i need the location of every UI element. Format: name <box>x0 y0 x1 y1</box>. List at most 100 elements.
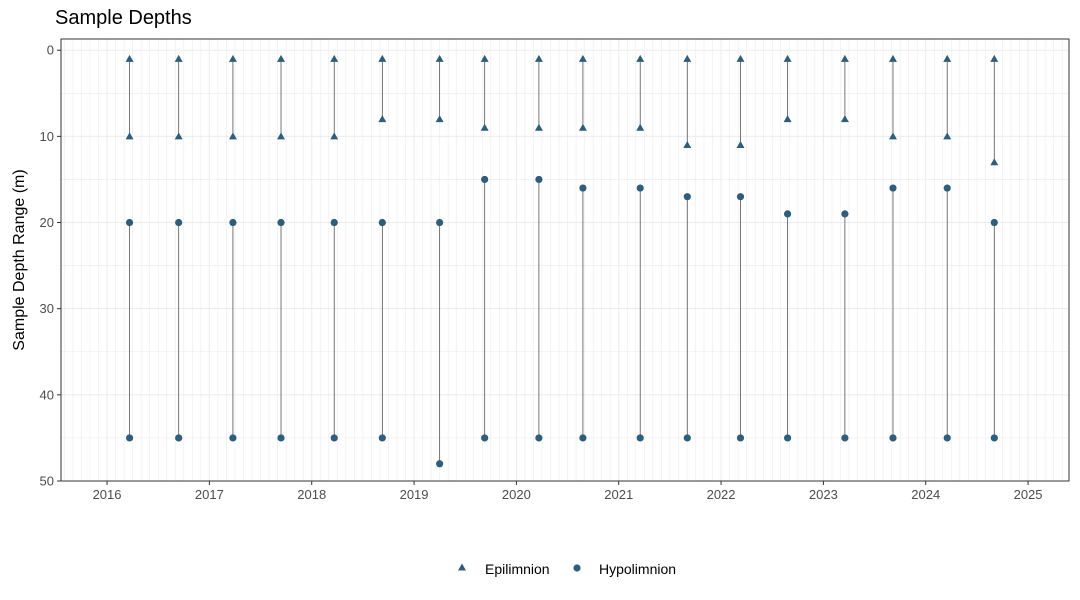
hypolimnion-point <box>535 175 543 184</box>
hypolimnion-point <box>783 210 792 218</box>
x-tick-label: 2021 <box>604 487 633 502</box>
hypolimnion-point <box>175 434 183 442</box>
hypolimnion-point <box>175 218 183 227</box>
epilimnion-point <box>125 54 134 62</box>
hypolimnion-point <box>579 434 587 442</box>
epilimnion-point <box>378 54 387 62</box>
epilimnion-point <box>888 54 897 62</box>
legend-epilimnion-label: Epilimnion <box>485 561 550 577</box>
epilimnion-point <box>534 54 543 62</box>
epilimnion-point <box>636 123 645 131</box>
hypolimnion-point <box>990 218 998 227</box>
y-tick-label: 50 <box>40 474 54 489</box>
hypolimnion-point <box>481 175 489 184</box>
x-tick-label: 2020 <box>502 487 531 502</box>
epilimnion-point <box>783 54 792 62</box>
hypolimnion-point <box>229 218 237 227</box>
epilimnion-point <box>578 123 587 131</box>
hypolimnion-point <box>330 218 338 227</box>
epilimnion-point <box>228 132 237 140</box>
x-tick-label: 2016 <box>93 487 122 502</box>
y-tick-label: 30 <box>40 301 54 316</box>
hypolimnion-point <box>436 218 444 227</box>
epilimnion-point <box>435 54 444 62</box>
epilimnion-point <box>174 132 183 140</box>
hypolimnion-point <box>481 434 489 442</box>
epilimnion-point <box>480 54 489 62</box>
hypolimnion-point <box>736 434 745 442</box>
epilimnion-point <box>888 132 897 140</box>
hypolimnion-point <box>277 434 285 442</box>
epilimnion-point <box>534 123 543 131</box>
x-tick-label: 2025 <box>1014 487 1043 502</box>
epilimnion-point <box>636 54 645 62</box>
hypolimnion-point <box>736 193 745 201</box>
epilimnion-point <box>683 54 692 62</box>
hypolimnion-point <box>889 184 897 192</box>
hypolimnion-point <box>125 218 134 227</box>
hypolimnion-point <box>378 434 386 442</box>
hypolimnion-point <box>330 434 338 442</box>
x-tick-label: 2019 <box>400 487 429 502</box>
grid-layer <box>61 39 1069 482</box>
epilimnion-point <box>736 54 745 62</box>
epilimnion-point <box>330 54 339 62</box>
epilimnion-point <box>943 54 952 62</box>
epilimnion-point <box>990 54 999 62</box>
legend-hypolimnion-label: Hypolimnion <box>599 561 676 577</box>
epilimnion-point <box>990 158 999 166</box>
y-tick-label: 40 <box>40 387 54 402</box>
epilimnion-point <box>578 54 587 62</box>
epilimnion-point <box>228 54 237 62</box>
epilimnion-point <box>277 132 286 140</box>
hypolimnion-point <box>889 434 897 442</box>
hypolimnion-point <box>229 434 237 442</box>
hypolimnion-point <box>943 434 951 442</box>
epilimnion-point <box>330 132 339 140</box>
hypolimnion-point <box>683 193 691 201</box>
hypolimnion-point <box>841 434 849 442</box>
legend-epilimnion-symbol <box>458 563 466 571</box>
x-tick-label: 2017 <box>195 487 224 502</box>
legend-hypolimnion-symbol <box>573 564 581 572</box>
x-tick-label: 2018 <box>297 487 326 502</box>
x-tick-label: 2024 <box>911 487 940 502</box>
panel-border <box>60 38 1070 482</box>
hypolimnion-point <box>783 434 792 442</box>
hypolimnion-point <box>378 218 386 227</box>
legend: Epilimnion Hypolimnion <box>458 561 676 577</box>
hypolimnion-point <box>841 210 849 218</box>
epilimnion-point <box>943 132 952 140</box>
axis-layer: 0 10 20 30 40 50 2016 2017 2018 2019 2020 2021 2022 2… <box>40 43 1043 502</box>
epilimnion-point <box>125 132 134 140</box>
epilimnion-point <box>736 140 745 148</box>
hypolimnion-point <box>990 434 998 442</box>
epilimnion-point <box>378 115 387 123</box>
hypolimnion-point <box>579 184 587 192</box>
x-tick-label: 2023 <box>809 487 838 502</box>
range-lines-layer <box>129 58 995 464</box>
hypolimnion-point <box>636 184 644 192</box>
chart-title: Sample Depths <box>55 7 192 29</box>
hypolimnion-point <box>943 184 951 192</box>
x-tick-label: 2022 <box>707 487 736 502</box>
points-layer <box>125 54 999 468</box>
epilimnion-point <box>277 54 286 62</box>
hypolimnion-point <box>535 434 543 442</box>
hypolimnion-point <box>125 434 134 442</box>
epilimnion-point <box>840 54 849 62</box>
epilimnion-point <box>435 115 444 123</box>
hypolimnion-point <box>277 218 285 227</box>
epilimnion-point <box>840 115 849 123</box>
y-tick-label: 0 <box>47 43 54 58</box>
epilimnion-point <box>480 123 489 131</box>
y-tick-label: 10 <box>40 129 54 144</box>
hypolimnion-point <box>636 434 644 442</box>
hypolimnion-point <box>683 434 691 442</box>
epilimnion-point <box>783 115 792 123</box>
epilimnion-point <box>174 54 183 62</box>
hypolimnion-point <box>436 460 444 468</box>
epilimnion-point <box>683 140 692 148</box>
y-axis-title: Sample Depth Range (m) <box>11 169 28 350</box>
